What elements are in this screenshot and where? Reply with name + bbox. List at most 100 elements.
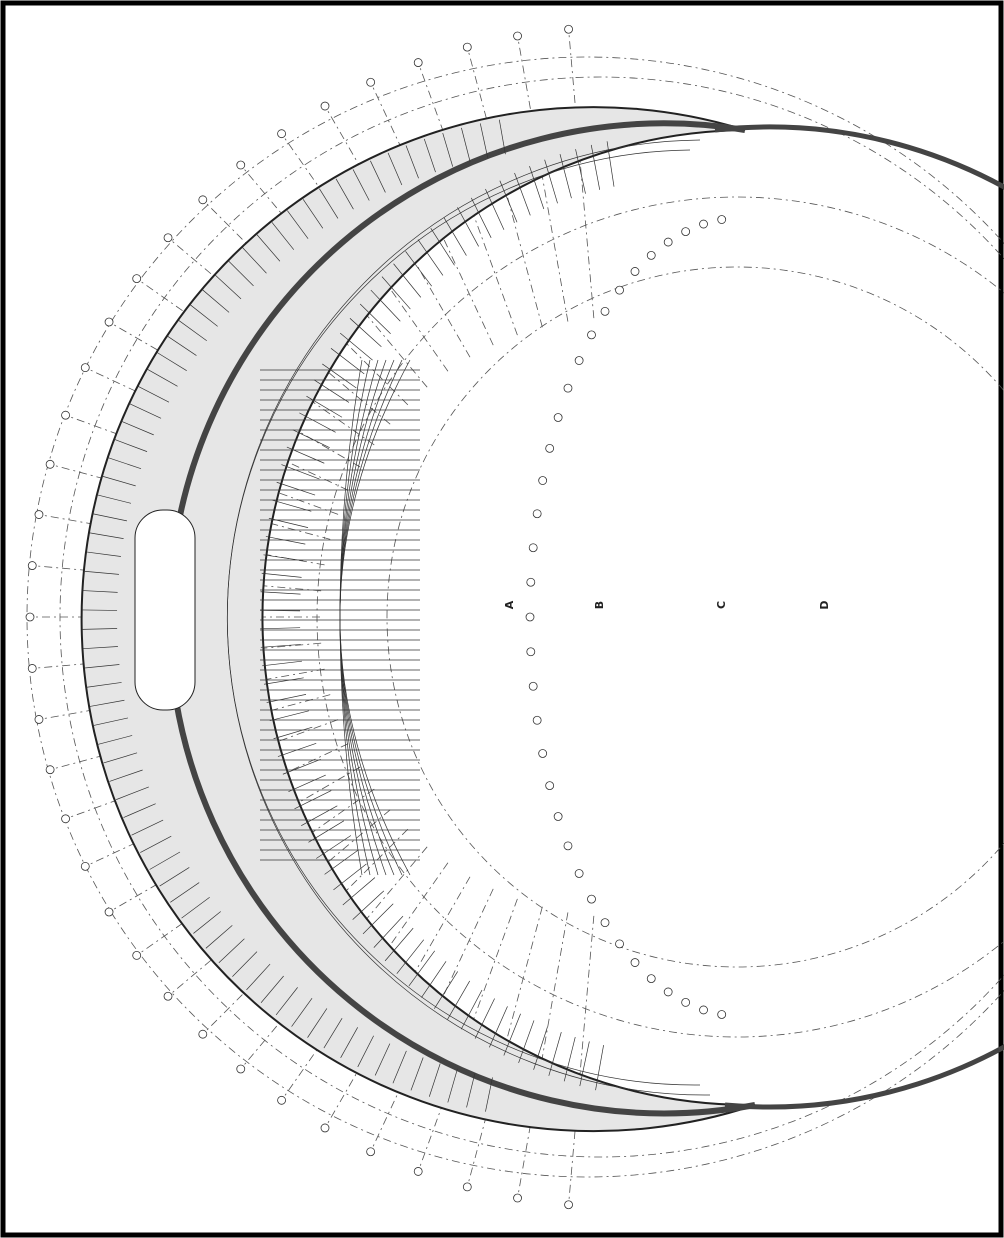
grid-bubble bbox=[104, 317, 114, 327]
partition bbox=[101, 475, 136, 487]
grid-bubble bbox=[525, 612, 535, 622]
partition bbox=[82, 646, 118, 650]
grid-bubble bbox=[532, 715, 542, 725]
grid-bubble bbox=[413, 1167, 423, 1176]
partition bbox=[260, 975, 284, 1003]
partition bbox=[457, 207, 479, 247]
grid-bubble bbox=[366, 77, 376, 87]
partition bbox=[485, 188, 505, 230]
grid-bubble bbox=[277, 1095, 286, 1105]
partition bbox=[417, 239, 444, 276]
partition bbox=[121, 420, 154, 436]
partition bbox=[323, 1017, 343, 1049]
grid-bubble bbox=[104, 907, 114, 917]
partition bbox=[533, 1026, 548, 1070]
grid-axis bbox=[517, 912, 569, 1199]
partition bbox=[387, 152, 403, 186]
partition bbox=[287, 210, 309, 239]
section-label: A bbox=[503, 600, 516, 609]
partition bbox=[307, 1008, 328, 1038]
court-arc bbox=[339, 359, 363, 876]
partition bbox=[273, 726, 313, 740]
grid-bubble bbox=[320, 1123, 330, 1133]
partition bbox=[548, 1032, 562, 1076]
partition bbox=[466, 1073, 476, 1108]
partition bbox=[261, 572, 302, 578]
partition bbox=[339, 332, 373, 361]
grid-axis bbox=[517, 35, 569, 322]
partition bbox=[563, 1036, 576, 1082]
grid-bubble bbox=[198, 1029, 208, 1039]
grid-bubble bbox=[553, 812, 563, 821]
partition bbox=[228, 260, 254, 287]
partition bbox=[86, 682, 122, 688]
partition bbox=[288, 774, 326, 792]
partition bbox=[170, 882, 200, 903]
partition bbox=[299, 412, 336, 433]
grid-bubble bbox=[366, 1147, 376, 1157]
partition bbox=[349, 318, 382, 348]
grid-bubble bbox=[545, 781, 555, 791]
grid-bubble bbox=[663, 237, 673, 247]
grid-bubble bbox=[545, 443, 555, 453]
partition bbox=[319, 188, 339, 219]
partition bbox=[189, 304, 218, 327]
grid-bubble bbox=[462, 42, 472, 52]
grid-bubble bbox=[553, 413, 563, 422]
partition bbox=[447, 980, 471, 1020]
partition bbox=[156, 352, 187, 372]
partition bbox=[193, 911, 221, 934]
section-labels: A B C D bbox=[503, 600, 831, 609]
grid-bubble bbox=[526, 647, 536, 657]
partition bbox=[461, 127, 471, 162]
partition bbox=[82, 628, 118, 630]
partition bbox=[291, 997, 313, 1027]
grid-bubble bbox=[513, 31, 522, 41]
grid-bubble bbox=[615, 939, 624, 949]
partition bbox=[262, 660, 302, 667]
grid-bubble bbox=[646, 250, 656, 260]
partition bbox=[98, 735, 133, 745]
partition bbox=[275, 987, 298, 1016]
partition bbox=[260, 591, 301, 595]
partition bbox=[266, 694, 307, 703]
grid-bubble bbox=[45, 459, 55, 469]
grid-bubble bbox=[646, 974, 656, 984]
partition bbox=[381, 276, 411, 310]
partition bbox=[256, 234, 281, 262]
partition bbox=[302, 199, 324, 229]
grid-bubble bbox=[236, 1064, 246, 1074]
partition bbox=[84, 570, 119, 575]
grid-bubble bbox=[61, 410, 70, 420]
partition bbox=[485, 1077, 493, 1112]
grid-bubble bbox=[630, 267, 640, 276]
grid-bubble bbox=[717, 1010, 727, 1019]
partition bbox=[322, 363, 357, 389]
grid-bubble bbox=[538, 749, 548, 758]
partition bbox=[352, 890, 385, 920]
grid-bubble bbox=[27, 664, 37, 673]
grid-bubble bbox=[563, 841, 573, 851]
building-crescent bbox=[80, 106, 756, 1133]
partition bbox=[129, 403, 162, 419]
partition bbox=[396, 939, 425, 974]
partition bbox=[292, 429, 330, 448]
grid-bubble bbox=[236, 160, 246, 170]
partition bbox=[442, 132, 454, 167]
partition bbox=[131, 819, 164, 836]
partition bbox=[114, 438, 148, 452]
partition bbox=[384, 927, 414, 962]
partition bbox=[489, 1006, 508, 1048]
partition bbox=[276, 481, 316, 496]
partition bbox=[96, 494, 132, 504]
partition bbox=[260, 644, 301, 648]
partition bbox=[92, 513, 128, 522]
partition bbox=[107, 457, 142, 469]
partition bbox=[93, 717, 129, 726]
partition bbox=[313, 379, 350, 403]
partition bbox=[308, 820, 345, 843]
grid-bubble bbox=[564, 1200, 573, 1210]
partition bbox=[140, 835, 172, 853]
partition bbox=[167, 335, 197, 356]
grid-bubble bbox=[132, 274, 142, 283]
